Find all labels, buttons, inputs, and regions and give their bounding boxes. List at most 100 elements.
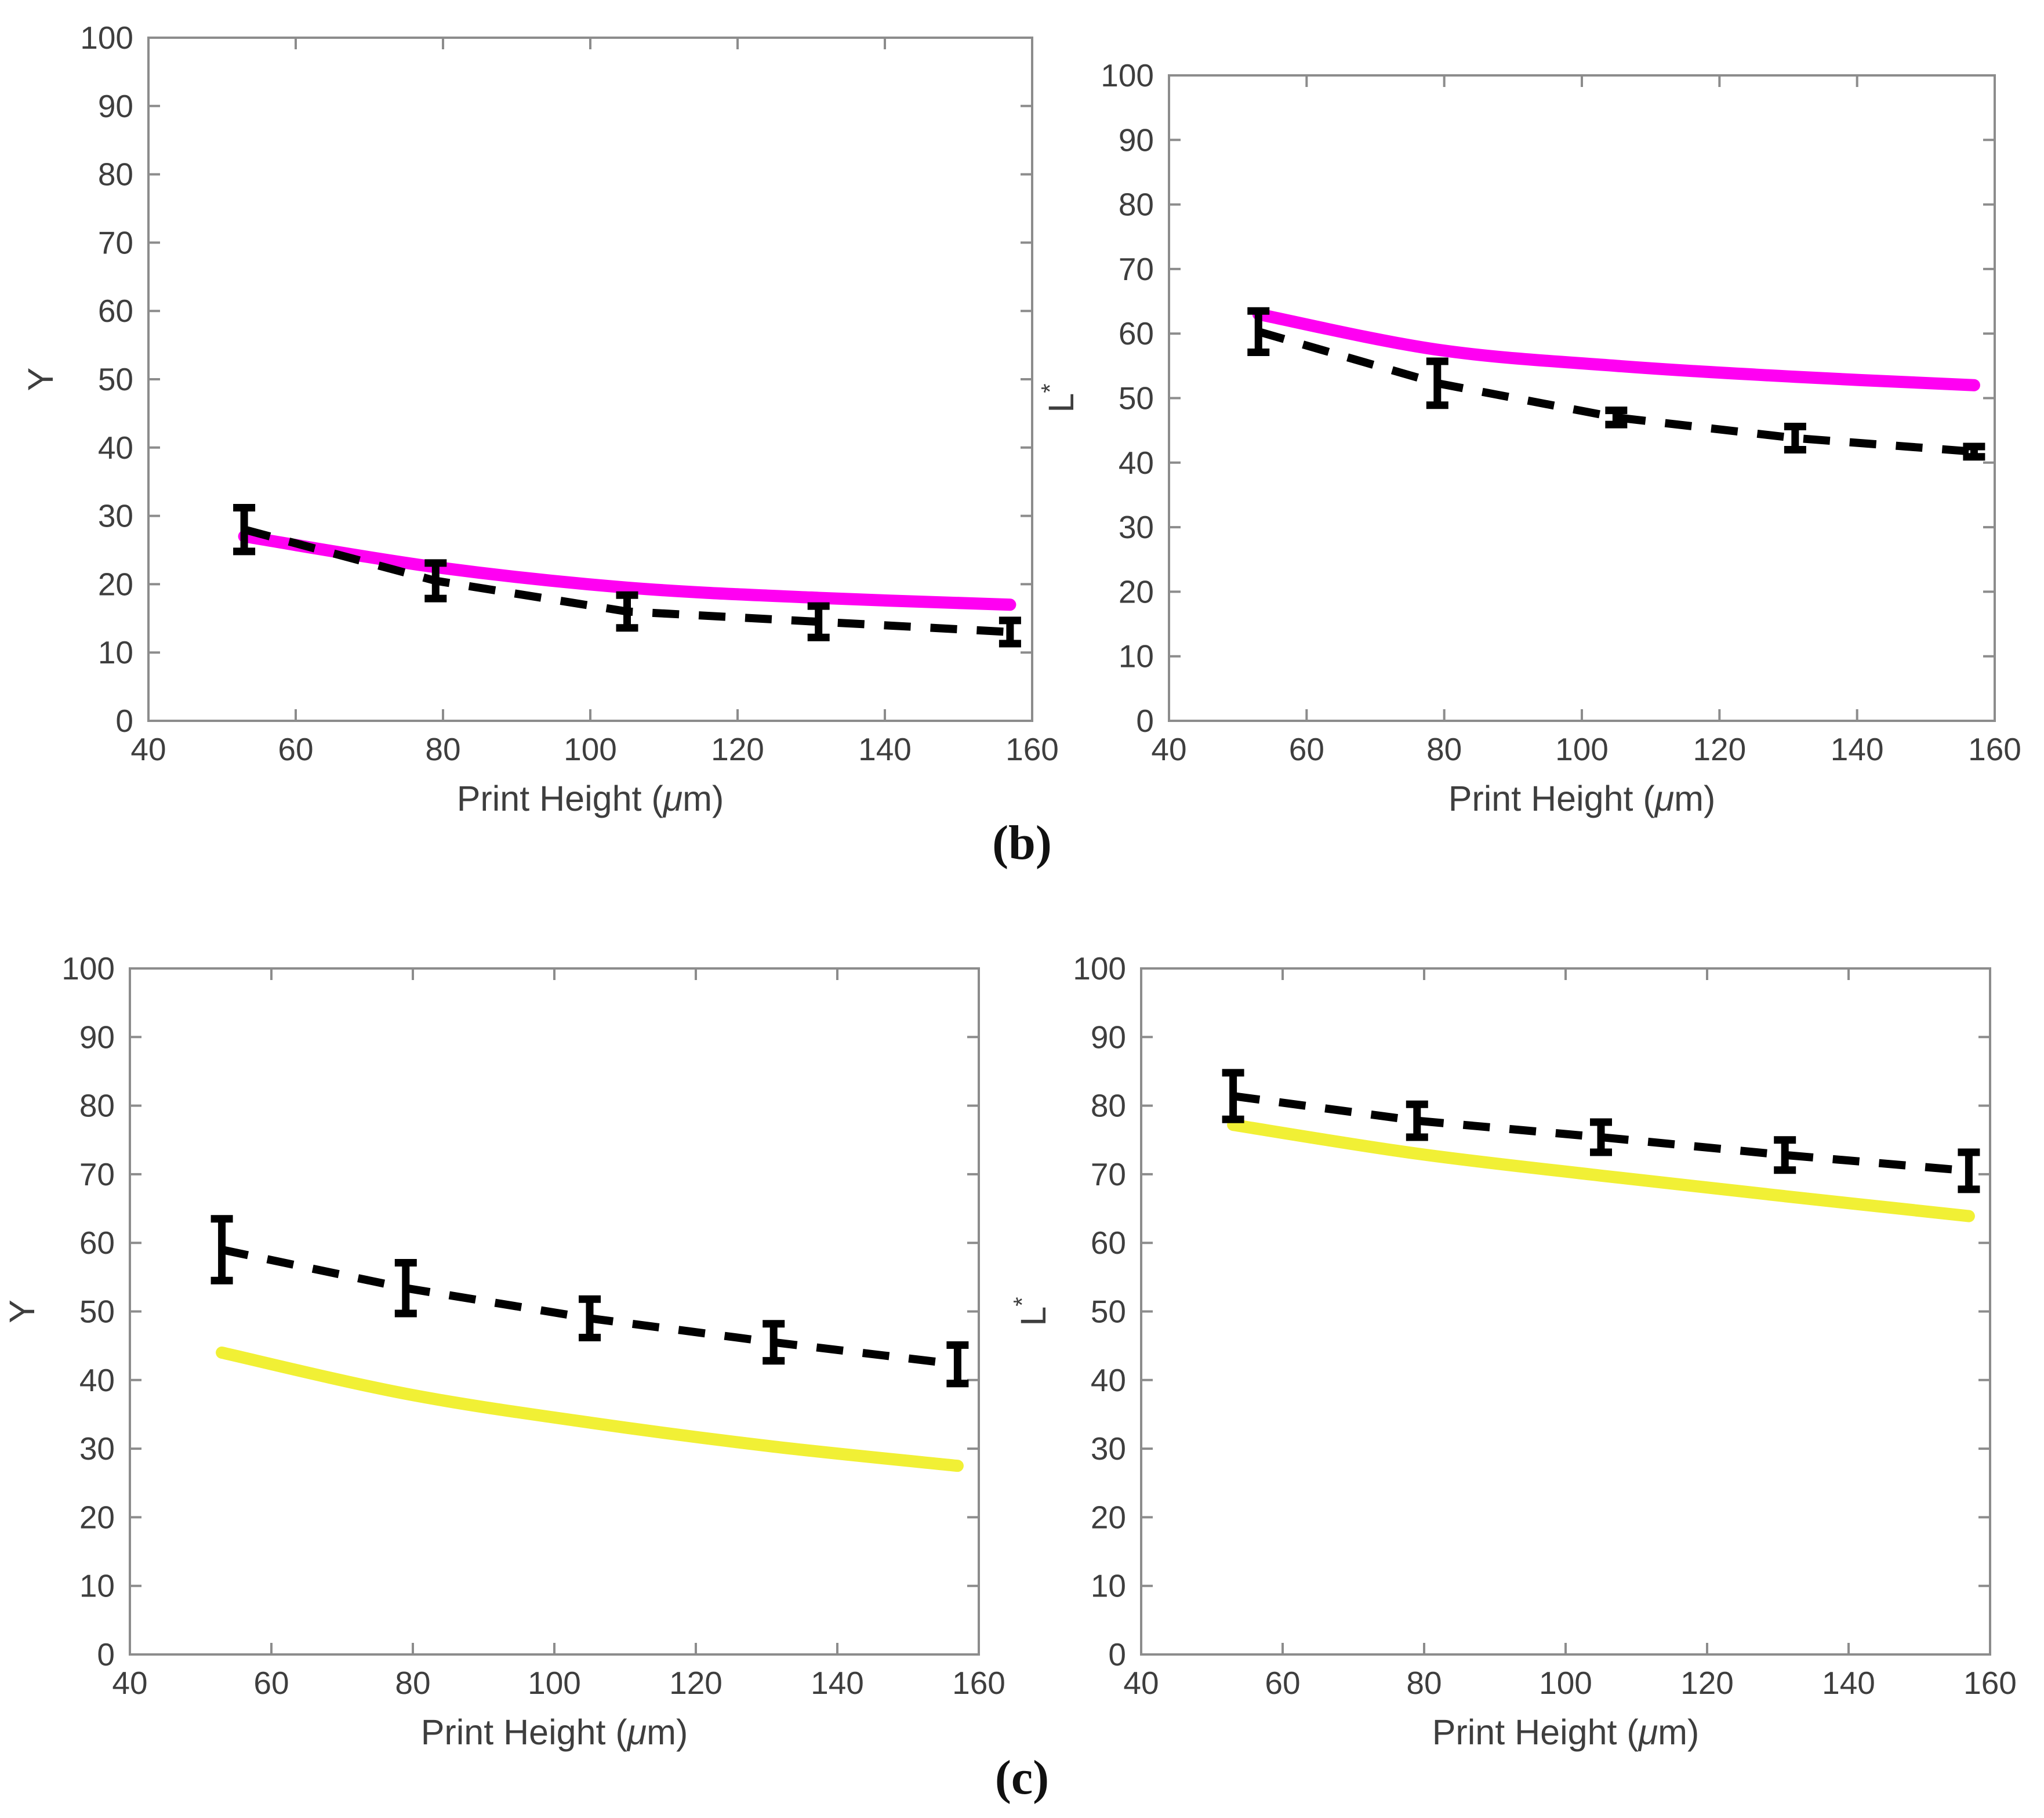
y-tick-label: 0 bbox=[1108, 1636, 1126, 1672]
axes-box bbox=[1168, 74, 1996, 722]
y-tick-label: 20 bbox=[1119, 574, 1154, 609]
y-tick-label: 30 bbox=[79, 1431, 115, 1467]
y-tick-label: 100 bbox=[1101, 57, 1154, 93]
y-tick-label: 20 bbox=[98, 566, 133, 602]
model-line bbox=[216, 1346, 964, 1472]
x-tick-label: 160 bbox=[952, 1665, 1005, 1701]
x-tick-label: 40 bbox=[130, 731, 166, 767]
x-tick-label: 80 bbox=[1406, 1665, 1442, 1701]
x-tick-label: 80 bbox=[395, 1665, 430, 1701]
x-tick-label: 80 bbox=[425, 731, 460, 767]
caption-b: (b) bbox=[992, 816, 1052, 870]
model-line bbox=[238, 530, 1016, 611]
x-tick-label: 60 bbox=[253, 1665, 289, 1701]
axes-box bbox=[1140, 967, 1991, 1656]
y-tick-label: 80 bbox=[1091, 1088, 1126, 1124]
y-axis-label: L* bbox=[1008, 1297, 1053, 1326]
y-tick-label: 70 bbox=[1091, 1156, 1126, 1192]
y-tick-label: 70 bbox=[98, 224, 133, 260]
x-tick-label: 100 bbox=[1539, 1665, 1592, 1701]
x-axis-label: Print Height (μm) bbox=[421, 1712, 688, 1752]
axes-box bbox=[147, 37, 1033, 722]
y-axis-label: L* bbox=[1036, 383, 1081, 412]
y-tick-label: 70 bbox=[79, 1156, 115, 1192]
x-tick-label: 40 bbox=[112, 1665, 147, 1701]
x-tick-label: 140 bbox=[811, 1665, 864, 1701]
y-tick-label: 60 bbox=[1091, 1225, 1126, 1261]
x-tick-label: 100 bbox=[564, 731, 617, 767]
x-tick-label: 120 bbox=[669, 1665, 723, 1701]
x-tick-label: 160 bbox=[1963, 1665, 2017, 1701]
x-axis-label: Print Height (μm) bbox=[1448, 779, 1716, 818]
y-tick-label: 40 bbox=[79, 1362, 115, 1398]
x-tick-label: 60 bbox=[1289, 731, 1324, 767]
x-tick-label: 100 bbox=[528, 1665, 581, 1701]
y-tick-label: 10 bbox=[1091, 1568, 1126, 1604]
x-axis-label: Print Height (μm) bbox=[457, 779, 724, 818]
y-tick-label: 20 bbox=[1091, 1499, 1126, 1535]
error-bars bbox=[233, 503, 1021, 648]
x-tick-label: 80 bbox=[1426, 731, 1462, 767]
y-tick-label: 30 bbox=[98, 498, 133, 534]
measured-line bbox=[1232, 1092, 1969, 1175]
x-tick-label: 40 bbox=[1123, 1665, 1159, 1701]
y-tick-label: 100 bbox=[80, 20, 133, 56]
measured-line bbox=[1257, 328, 1974, 456]
x-tick-label: 140 bbox=[858, 731, 912, 767]
chart-b-left: 40 60 80 100 120 140 160 0 10 20 30 40 50 60 70 80 90 100… bbox=[21, 20, 1059, 818]
x-tick-label: 140 bbox=[1822, 1665, 1875, 1701]
caption-c: (c) bbox=[994, 1751, 1050, 1805]
x-tick-label: 40 bbox=[1151, 731, 1186, 767]
y-tick-label: 100 bbox=[1073, 950, 1126, 986]
y-tick-label: 80 bbox=[79, 1088, 115, 1124]
y-tick-label: 100 bbox=[61, 950, 115, 986]
y-tick-label: 60 bbox=[1119, 315, 1154, 351]
y-tick-label: 90 bbox=[98, 88, 133, 124]
x-tick-label: 60 bbox=[1265, 1665, 1300, 1701]
y-tick-label: 40 bbox=[98, 430, 133, 466]
y-tick-label: 90 bbox=[1119, 122, 1154, 158]
y-tick-label: 0 bbox=[97, 1636, 115, 1672]
y-tick-label: 30 bbox=[1091, 1431, 1126, 1467]
measured-line bbox=[221, 1246, 959, 1369]
y-tick-label: 90 bbox=[79, 1019, 115, 1055]
y-tick-label: 80 bbox=[98, 157, 133, 193]
y-tick-label: 50 bbox=[1119, 380, 1154, 416]
y-tick-label: 70 bbox=[1119, 251, 1154, 287]
chart-c-left: 40 60 80 100 120 140 160 0 10 20 30 40 50 60 70 80 90 100… bbox=[2, 950, 1005, 1752]
x-tick-label: 120 bbox=[1680, 1665, 1734, 1701]
y-tick-label: 30 bbox=[1119, 509, 1154, 545]
measured-line bbox=[243, 525, 1011, 636]
x-axis-label: Print Height (μm) bbox=[1432, 1712, 1700, 1752]
model-line bbox=[1227, 1119, 1975, 1222]
y-tick-label: 10 bbox=[79, 1568, 115, 1604]
chart-c-right: 40 60 80 100 120 140 160 0 10 20 30 40 50 60 70 80 90 100… bbox=[1008, 950, 2017, 1752]
y-tick-label: 50 bbox=[79, 1294, 115, 1330]
y-tick-label: 40 bbox=[1119, 445, 1154, 481]
y-tick-label: 10 bbox=[1119, 638, 1154, 674]
x-tick-label: 60 bbox=[278, 731, 313, 767]
x-tick-label: 120 bbox=[1693, 731, 1746, 767]
chart-b-right: 40 60 80 100 120 140 160 0 10 20 30 40 50 60 70 80 90 100… bbox=[1036, 57, 2021, 818]
x-tick-label: 160 bbox=[1968, 731, 2021, 767]
y-axis-label: Y bbox=[21, 368, 60, 391]
x-tick-label: 160 bbox=[1005, 731, 1059, 767]
y-tick-label: 0 bbox=[1136, 703, 1154, 739]
y-tick-label: 50 bbox=[1091, 1294, 1126, 1330]
y-tick-label: 10 bbox=[98, 634, 133, 670]
y-tick-label: 20 bbox=[79, 1499, 115, 1535]
y-tick-label: 40 bbox=[1091, 1362, 1126, 1398]
x-tick-label: 120 bbox=[711, 731, 764, 767]
y-tick-label: 90 bbox=[1091, 1019, 1126, 1055]
y-tick-label: 80 bbox=[1119, 187, 1154, 223]
y-tick-label: 50 bbox=[98, 361, 133, 397]
y-axis-label: Y bbox=[2, 1300, 42, 1323]
y-tick-label: 60 bbox=[98, 293, 133, 329]
x-tick-label: 100 bbox=[1555, 731, 1609, 767]
y-tick-label: 0 bbox=[115, 703, 133, 739]
x-tick-label: 140 bbox=[1831, 731, 1884, 767]
error-bars bbox=[210, 1215, 969, 1388]
y-tick-label: 60 bbox=[79, 1225, 115, 1261]
